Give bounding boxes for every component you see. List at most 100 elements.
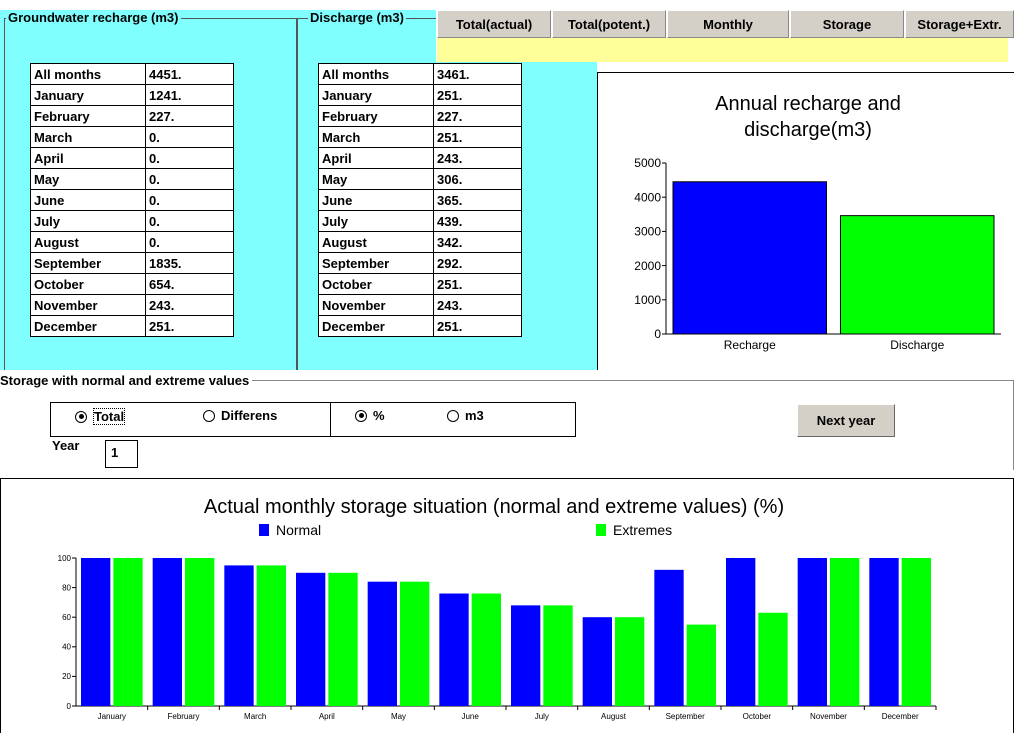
bar [113,558,143,706]
y-tick-label: 2000 [634,259,661,273]
label-cell: May [318,168,434,190]
y-tick-label: 80 [62,583,71,592]
bar [439,593,469,706]
x-tick-label: February [167,712,199,721]
table-row: December 251. [318,315,522,337]
y-tick-label: 3000 [634,225,661,239]
y-tick-label: 40 [62,643,71,652]
bar [758,612,788,706]
year-label: Year [52,438,80,453]
bar [367,581,397,706]
legend-swatch [259,524,269,536]
radio-option[interactable]: Differens [203,408,277,423]
year-input[interactable]: 1 [105,440,138,468]
bar [471,593,501,706]
label-cell: August [30,231,146,253]
options-box [50,402,576,437]
label-cell: March [30,126,146,148]
table-row: August 342. [318,231,522,253]
bar [328,572,358,706]
radio-dot [75,410,87,423]
bar [901,558,931,706]
radio-option[interactable]: m3 [447,408,484,423]
x-tick-label: Discharge [890,338,944,352]
x-tick-label: June [461,712,479,721]
label-cell: November [30,294,146,316]
recharge-table: All months 4451. January 1241. February 227. M… [30,63,234,337]
x-tick-label: May [391,712,406,721]
chart-title: Actual monthly storage situation (normal… [204,496,784,518]
next-year-button[interactable]: Next year [797,404,895,437]
label-cell: All months [30,63,146,85]
tab[interactable]: Storage+Extr. [905,10,1014,38]
bar [797,558,827,706]
value-cell: 227. [145,105,234,127]
bar [511,605,541,706]
table-row: November 243. [30,294,234,316]
value-cell: 0. [145,231,234,253]
label-cell: All months [318,63,434,85]
label-cell: February [318,105,434,127]
value-cell: 4451. [145,63,234,85]
monthly-chart-box: Actual monthly storage situation (normal… [0,478,1014,733]
label-cell: January [30,84,146,106]
value-cell: 243. [433,147,522,169]
table-row: April 0. [30,147,234,169]
radio-option[interactable]: % [355,408,385,423]
x-tick-label: Recharge [724,338,776,352]
tab[interactable]: Monthly [667,10,789,38]
value-cell: 1241. [145,84,234,106]
divider [330,402,331,437]
radio-label: % [373,408,385,423]
radio-option[interactable]: Total [75,408,126,425]
table-row: October 251. [318,273,522,295]
table-row: July 0. [30,210,234,232]
legend-label: Extremes [613,522,672,538]
value-cell: 251. [433,273,522,295]
value-cell: 251. [433,84,522,106]
tab[interactable]: Total(potent.) [552,10,666,38]
bar [654,569,684,706]
table-row: February 227. [30,105,234,127]
radio-dot [203,409,215,422]
value-cell: 243. [145,294,234,316]
x-tick-label: July [535,712,549,721]
table-row: October 654. [30,273,234,295]
bar [672,181,827,335]
table-row: April 243. [318,147,522,169]
label-cell: December [318,315,434,337]
label-cell: January [318,84,434,106]
bar [81,558,111,706]
radio-dot [355,409,367,422]
table-row: September 292. [318,252,522,274]
bar [400,581,430,706]
value-cell: 3461. [433,63,522,85]
tab[interactable]: Total(actual) [437,10,551,38]
label-cell: June [30,189,146,211]
value-cell: 0. [145,189,234,211]
radio-label: m3 [465,408,484,423]
bar [582,617,612,706]
label-cell: August [318,231,434,253]
value-cell: 292. [433,252,522,274]
bar [256,565,286,706]
bar [840,215,995,335]
bar [296,572,326,706]
tab[interactable]: Storage [790,10,904,38]
bar [686,624,716,706]
label-cell: June [318,189,434,211]
chart: Actual monthly storage situation (normal… [58,496,937,721]
annual-chart-box: Annual recharge and discharge(m3) 0 1000 2… [597,72,1014,370]
radio-dot [447,409,459,422]
value-cell: 0. [145,147,234,169]
value-cell: 0. [145,210,234,232]
x-tick-label: August [601,712,627,721]
x-tick-label: March [244,712,266,721]
bar [726,558,756,706]
table-row: June 365. [318,189,522,211]
y-tick-label: 20 [62,672,71,681]
group-title: Discharge (m3) [308,10,406,25]
label-cell: February [30,105,146,127]
label-cell: December [30,315,146,337]
table-row: December 251. [30,315,234,337]
